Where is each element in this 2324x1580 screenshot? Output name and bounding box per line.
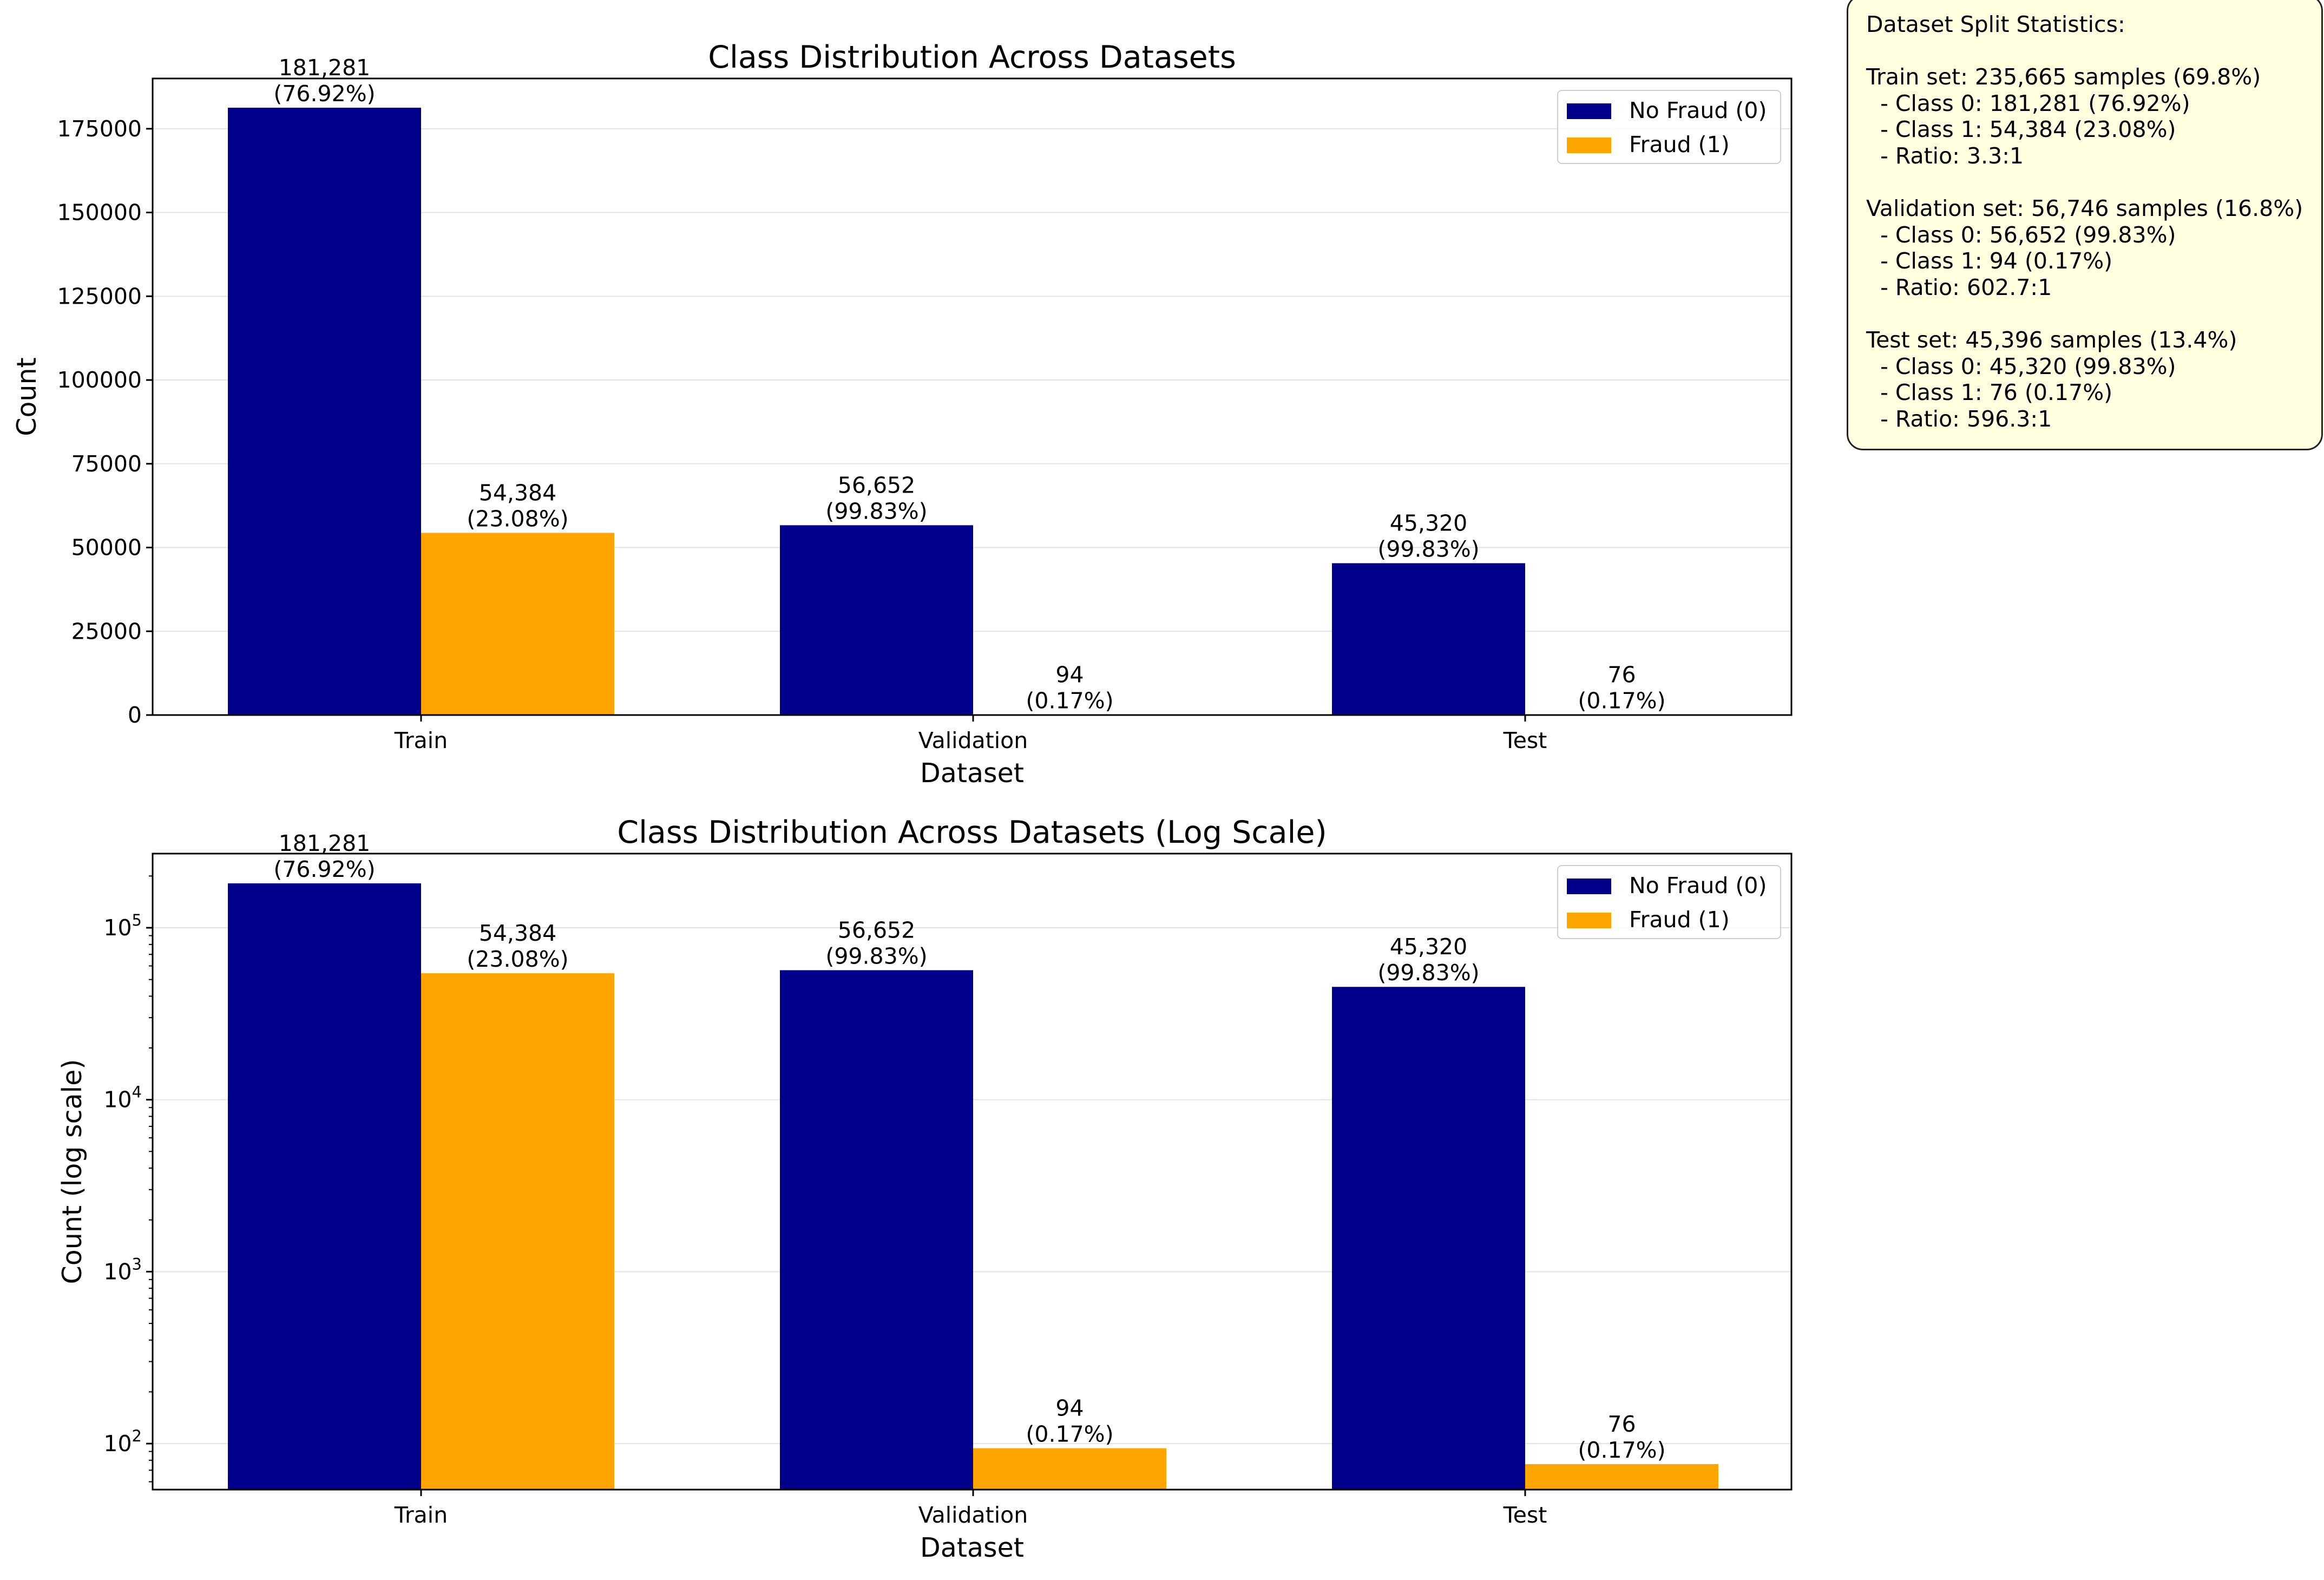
bar-percent-label: (99.83%) bbox=[1377, 536, 1479, 562]
bar-value-label: 54,384 bbox=[479, 480, 556, 506]
x-tick-label: Validation bbox=[918, 727, 1028, 753]
legend-label: No Fraud (0) bbox=[1629, 873, 1767, 899]
y-tick-label: 50000 bbox=[71, 535, 142, 561]
y-axis-label: Count bbox=[11, 357, 42, 436]
bar-percent-label: (76.92%) bbox=[273, 856, 375, 882]
y-tick-label: 105 bbox=[103, 911, 142, 941]
stats-line: - Class 1: 54,384 (23.08%) bbox=[1866, 116, 2176, 143]
bar-value-label: 45,320 bbox=[1390, 510, 1467, 536]
x-axis-label: Dataset bbox=[920, 758, 1024, 789]
stats-line: - Ratio: 602.7:1 bbox=[1866, 274, 2052, 300]
bar-percent-label: (99.83%) bbox=[1377, 960, 1479, 986]
y-tick-label: 175000 bbox=[57, 116, 142, 142]
x-tick-label: Train bbox=[394, 727, 448, 753]
stats-line: - Class 0: 45,320 (99.83%) bbox=[1866, 353, 2176, 379]
y-tick-label: 103 bbox=[103, 1255, 142, 1284]
bar-value-label: 94 bbox=[1055, 1395, 1084, 1421]
chart-1: 181,281(76.92%)56,652(99.83%) 45,320(99.8… bbox=[11, 40, 1793, 789]
bar-value-label: 56,652 bbox=[838, 472, 915, 498]
x-axis-label: Dataset bbox=[920, 1532, 1024, 1563]
y-tick-label: 102 bbox=[103, 1427, 142, 1457]
y-tick-label: 25000 bbox=[71, 618, 142, 644]
bar-train-no-fraud bbox=[228, 107, 421, 715]
legend: No Fraud (0) Fraud (1) bbox=[1557, 90, 1781, 164]
bar-test-no-fraud bbox=[1332, 563, 1525, 715]
axes-frame bbox=[152, 77, 1793, 716]
bar-train-no-fraud bbox=[228, 883, 421, 1490]
bar-percent-label: (99.83%) bbox=[825, 498, 927, 524]
legend-swatch bbox=[1567, 137, 1611, 153]
bar-train-fraud bbox=[421, 973, 614, 1490]
stats-line: - Class 0: 56,652 (99.83%) bbox=[1866, 221, 2176, 248]
legend-swatch bbox=[1567, 878, 1611, 894]
bar-percent-label: (76.92%) bbox=[273, 81, 375, 107]
x-tick-label: Test bbox=[1503, 1502, 1547, 1528]
y-tick-label: 75000 bbox=[71, 451, 142, 477]
stats-line bbox=[1866, 169, 2321, 196]
stats-line bbox=[1866, 301, 2321, 327]
legend: No Fraud (0) Fraud (1) bbox=[1557, 865, 1781, 939]
y-tick-label: 0 bbox=[128, 702, 142, 728]
bar-value-label: 54,384 bbox=[479, 920, 556, 946]
stats-line bbox=[1866, 38, 2321, 64]
stats-line: - Class 0: 181,281 (76.92%) bbox=[1866, 90, 2190, 116]
legend-frame bbox=[1557, 865, 1781, 939]
bar-percent-label: (0.17%) bbox=[1578, 688, 1665, 714]
bar-validation-no-fraud bbox=[780, 525, 973, 715]
bar-test-no-fraud bbox=[1332, 987, 1525, 1490]
x-tick-label: Test bbox=[1503, 727, 1547, 753]
x-tick-label: Train bbox=[394, 1502, 448, 1528]
bar-value-label: 181,281 bbox=[279, 55, 371, 81]
stats-line: - Ratio: 3.3:1 bbox=[1866, 142, 2024, 169]
legend-frame bbox=[1557, 90, 1781, 164]
bar-value-label: 94 bbox=[1055, 661, 1084, 687]
bar-value-label: 45,320 bbox=[1390, 934, 1467, 960]
y-tick-label: 125000 bbox=[57, 283, 142, 309]
bar-percent-label: (23.08%) bbox=[467, 506, 568, 532]
bar-value-label: 76 bbox=[1607, 662, 1636, 688]
bar-percent-label: (0.17%) bbox=[1578, 1437, 1665, 1463]
legend-swatch bbox=[1567, 103, 1611, 119]
legend-label: Fraud (1) bbox=[1629, 907, 1730, 933]
bar-percent-label: (23.08%) bbox=[467, 946, 568, 972]
stats-line: - Class 1: 76 (0.17%) bbox=[1866, 379, 2113, 406]
bar-value-label: 76 bbox=[1607, 1411, 1636, 1437]
chart-2: 181,281(76.92%)56,652(99.83%) 45,320(99.8… bbox=[57, 815, 1793, 1563]
bar-percent-label: (99.83%) bbox=[825, 943, 927, 969]
y-axis-label: Count (log scale) bbox=[57, 1059, 88, 1284]
y-tick-label: 104 bbox=[103, 1083, 142, 1113]
bar-percent-label: (0.17%) bbox=[1026, 687, 1113, 713]
y-tick-label: 150000 bbox=[57, 200, 142, 226]
stats-line: Train set: 235,665 samples (69.8%) bbox=[1866, 64, 2261, 90]
legend-label: Fraud (1) bbox=[1629, 132, 1730, 158]
legend-swatch bbox=[1567, 913, 1611, 928]
dataset-split-statistics-box: Dataset Split Statistics: Train set: 235,… bbox=[1847, 0, 2323, 450]
bar-value-label: 56,652 bbox=[838, 917, 915, 943]
stats-line: Validation set: 56,746 samples (16.8%) bbox=[1866, 195, 2303, 222]
chart-title: Class Distribution Across Datasets (Log … bbox=[617, 815, 1327, 850]
bar-validation-fraud bbox=[973, 1448, 1166, 1490]
bar-test-fraud bbox=[1525, 1464, 1718, 1490]
y-tick-label: 100000 bbox=[57, 367, 142, 393]
stats-line: - Class 1: 94 (0.17%) bbox=[1866, 248, 2113, 274]
legend-label: No Fraud (0) bbox=[1629, 97, 1767, 123]
axes-frame bbox=[152, 853, 1793, 1491]
bar-train-fraud bbox=[421, 533, 614, 715]
x-tick-label: Validation bbox=[918, 1502, 1028, 1528]
bar-value-label: 181,281 bbox=[279, 830, 371, 856]
stats-line: Dataset Split Statistics: bbox=[1866, 11, 2125, 37]
bar-percent-label: (0.17%) bbox=[1026, 1421, 1113, 1447]
stats-line: - Ratio: 596.3:1 bbox=[1866, 405, 2052, 432]
bar-validation-no-fraud bbox=[780, 970, 973, 1490]
chart-title: Class Distribution Across Datasets bbox=[708, 40, 1236, 75]
stats-line: Test set: 45,396 samples (13.4%) bbox=[1866, 327, 2237, 353]
